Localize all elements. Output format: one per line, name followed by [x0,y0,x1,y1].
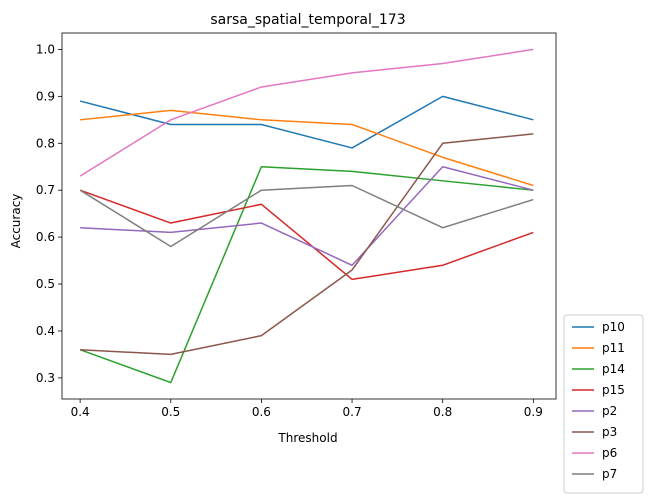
legend: p10 p11 p14 p15 p2 p3 p6 p7 [563,314,644,494]
series-line-p15 [79,189,534,281]
x-axis: 0.4 0.5 0.6 0.7 0.8 0.9 [71,399,543,419]
y-axis-label: Accuracy [9,194,23,249]
legend-label-p3: p3 [602,425,617,439]
x-axis-label: Threshold [277,431,337,445]
legend-label-p10: p10 [602,320,625,334]
series-line-p10 [79,95,534,149]
series-line-p2 [80,165,534,267]
x-tick-label: 0.4 [71,405,90,419]
series-line-p3 [80,133,534,356]
x-tick-label: 0.7 [343,405,362,419]
legend-label-p7: p7 [602,467,617,481]
y-axis: 0.3 0.4 0.5 0.6 0.7 0.8 0.9 1.0 [36,42,62,385]
y-tick-label: 1.0 [36,42,55,56]
plot-frame [61,32,557,400]
series-line-p7 [79,184,534,248]
legend-label-p15: p15 [602,383,625,397]
x-tick-label: 0.6 [252,405,271,419]
x-tick-label: 0.5 [161,405,180,419]
y-tick-label: 0.6 [36,230,55,244]
legend-label-p6: p6 [602,446,617,460]
y-tick-label: 0.7 [36,183,55,197]
x-tick-label: 0.9 [524,405,543,419]
series-line-p14 [79,165,534,384]
legend-label-p2: p2 [602,404,617,418]
y-tick-label: 0.5 [36,277,55,291]
legend-label-p14: p14 [602,362,625,376]
series-line-p6 [79,48,534,177]
plot-area [61,32,557,400]
y-tick-label: 0.4 [36,324,55,338]
chart-title: sarsa_spatial_temporal_173 [210,12,405,28]
y-tick-label: 0.3 [36,371,55,385]
y-tick-label: 0.9 [36,89,55,103]
series-line-p11 [80,109,534,187]
legend-label-p11: p11 [602,341,625,355]
legend-box [563,314,644,494]
y-tick-label: 0.8 [36,136,55,150]
x-tick-label: 0.8 [433,405,452,419]
